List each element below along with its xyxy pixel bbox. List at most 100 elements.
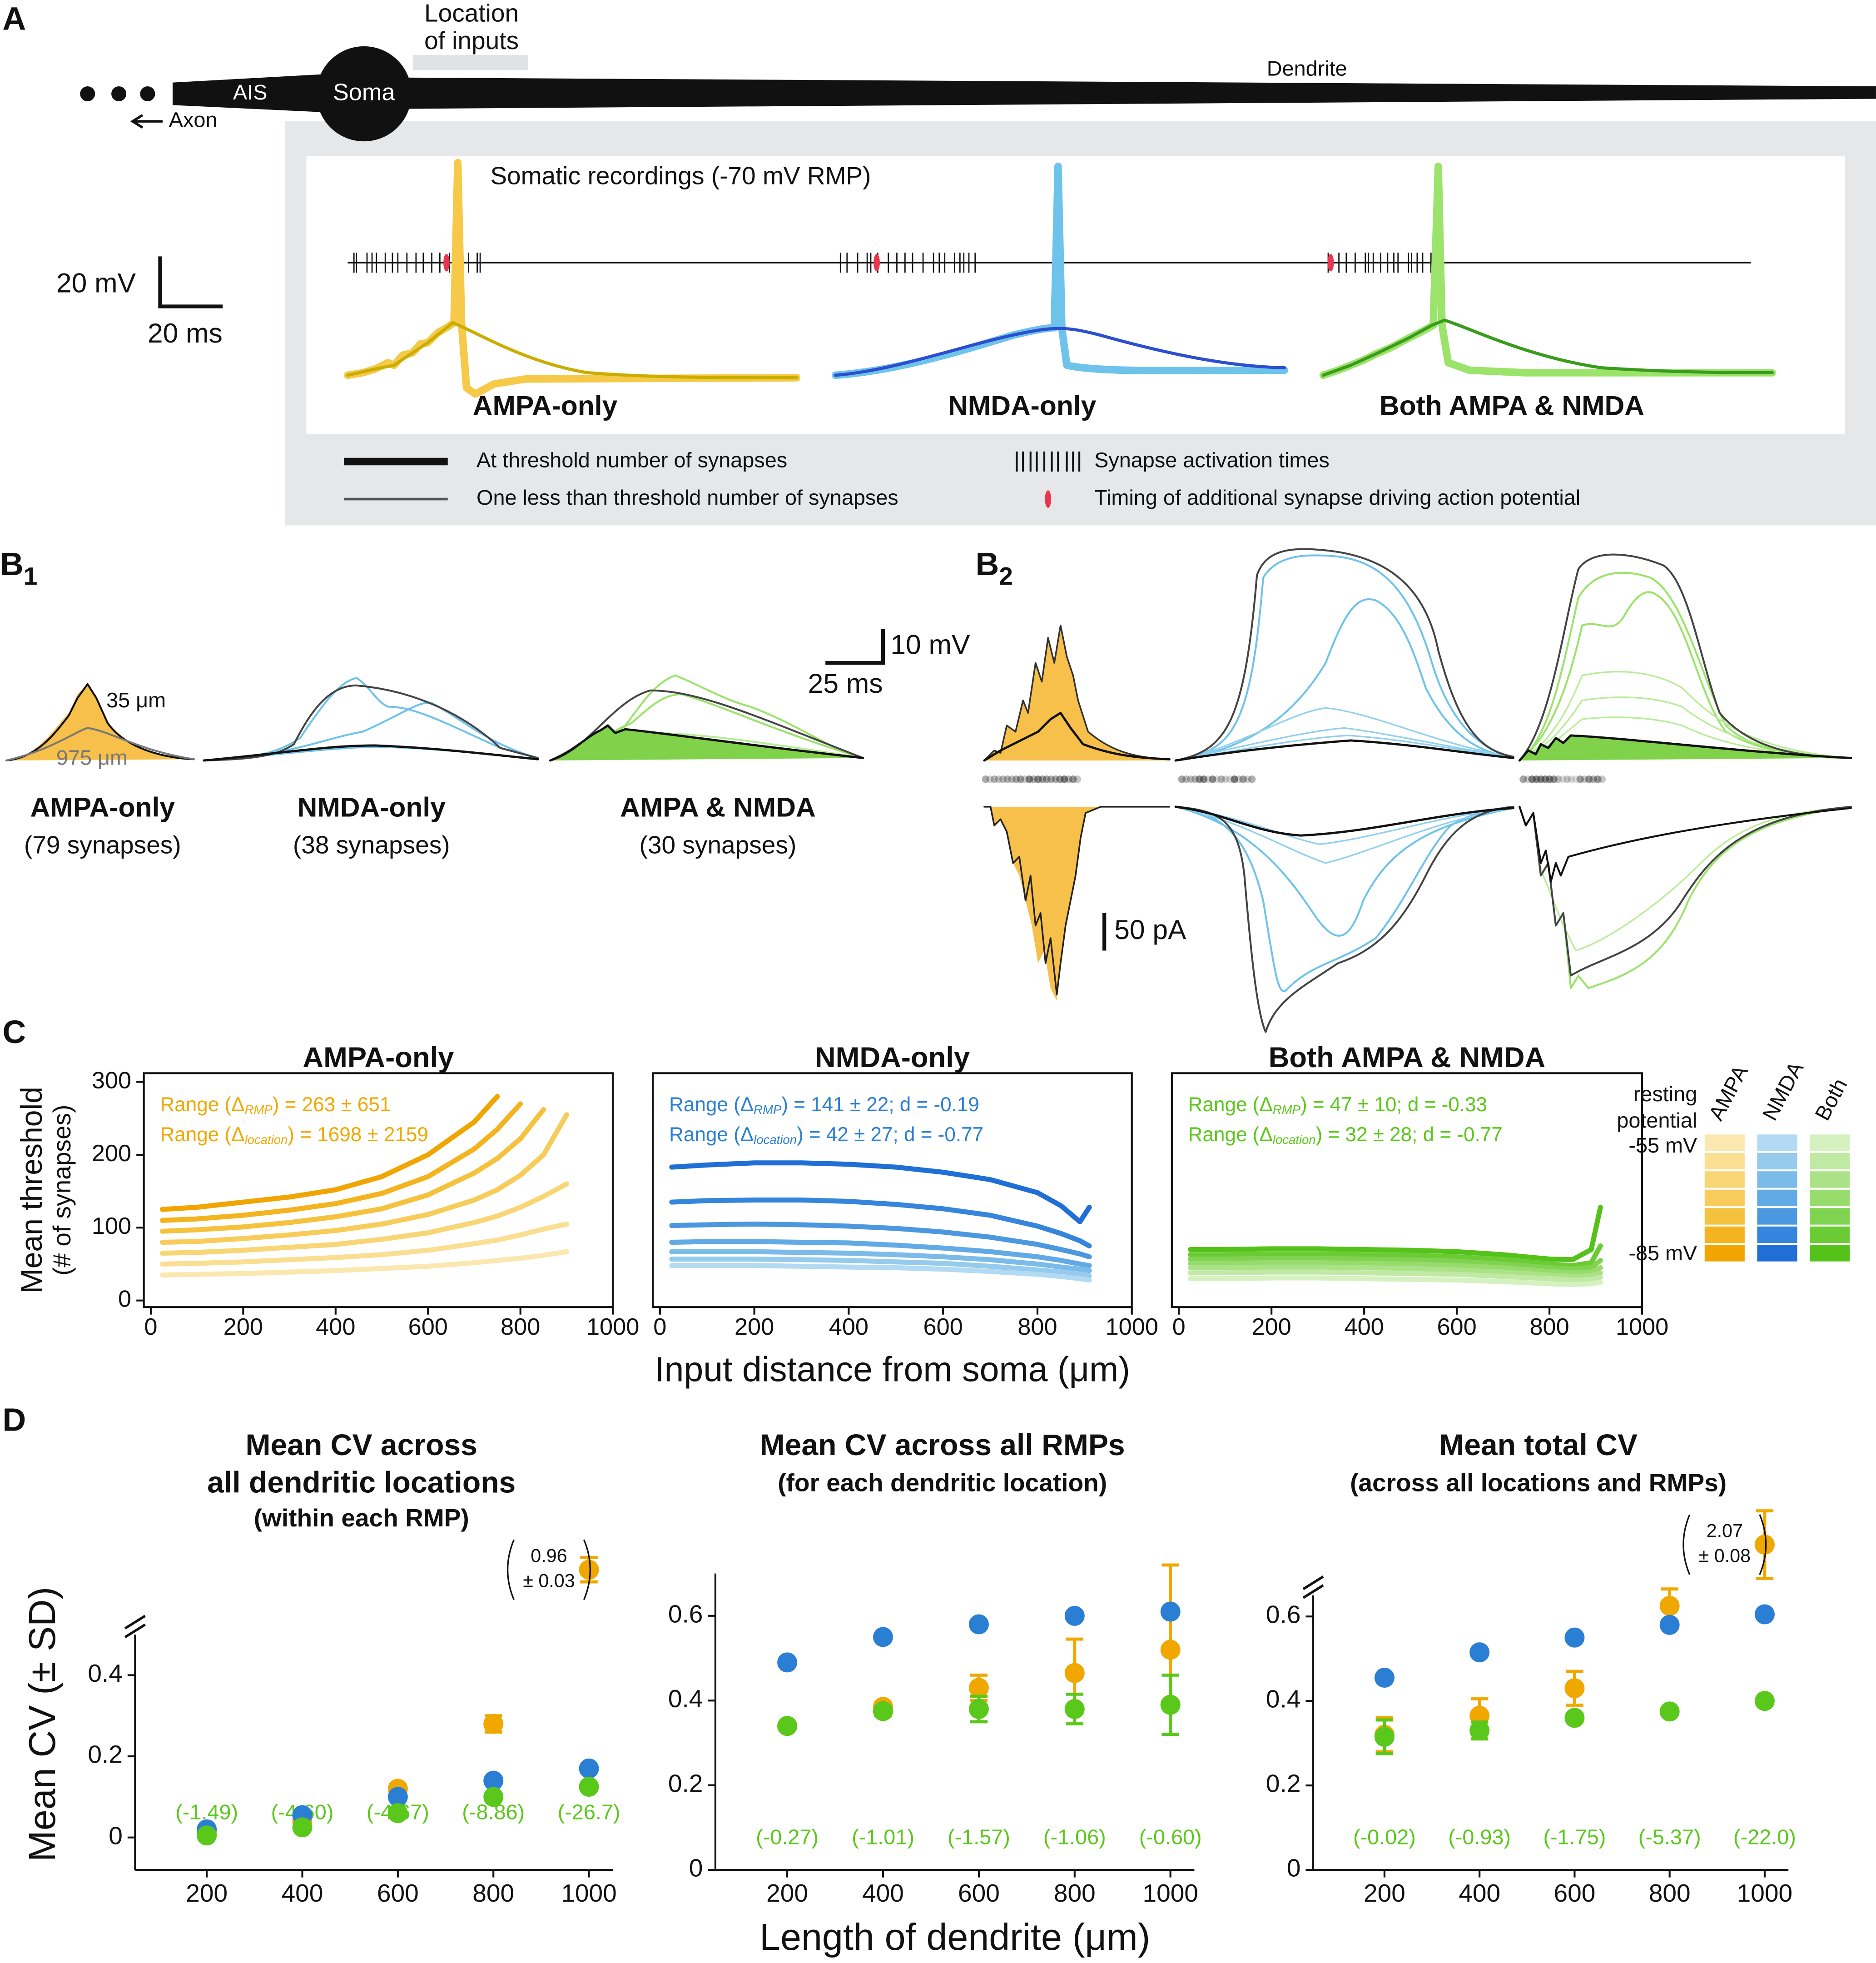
synapse-dot xyxy=(1043,775,1051,783)
input-location xyxy=(412,55,528,70)
trace xyxy=(1518,734,1852,762)
annotation: (-0.93) xyxy=(1448,1825,1511,1849)
annotation-part: location xyxy=(1273,1133,1316,1147)
current xyxy=(1175,806,1514,845)
series-line xyxy=(1188,1264,1603,1279)
synapse-dot xyxy=(1209,775,1216,783)
annotation-part: Range (Δ xyxy=(160,1093,244,1116)
synapse-dot xyxy=(1200,775,1208,783)
current xyxy=(1175,806,1514,864)
series-line xyxy=(669,1249,1092,1273)
annotation: (-1.06) xyxy=(1043,1825,1106,1849)
current xyxy=(1519,805,1852,883)
label: of inputs xyxy=(424,26,519,55)
legend-swatch xyxy=(1704,1153,1745,1170)
x-tick-label: 1000 xyxy=(1106,1314,1158,1340)
y-tick-label: 0.2 xyxy=(1266,1769,1301,1798)
point xyxy=(1659,1615,1680,1635)
trace-fill xyxy=(984,625,1170,760)
current xyxy=(1174,805,1514,837)
x-axis-label: Input distance from soma (μm) xyxy=(655,1350,1130,1389)
legend-swatch xyxy=(1810,1171,1850,1188)
x-tick-label: 1000 xyxy=(561,1879,616,1907)
point xyxy=(1469,1720,1490,1741)
synapse-dot xyxy=(1235,775,1243,783)
synapse-dot xyxy=(1239,775,1247,783)
synapse-dot xyxy=(1585,775,1593,783)
trace xyxy=(983,711,1171,762)
legend-swatch xyxy=(1757,1208,1797,1225)
legend-label: At threshold number of synapses xyxy=(476,448,787,472)
point xyxy=(777,1652,798,1673)
condition-label: Both AMPA & NMDA xyxy=(1380,390,1644,421)
scale-label: 20 ms xyxy=(148,318,223,348)
annotation: (-26.7) xyxy=(558,1800,620,1824)
synapse-dot xyxy=(1554,775,1562,783)
annotation: Range (ΔRMP) = 47 ± 10; d = -0.33 xyxy=(1188,1093,1487,1117)
legend-swatch xyxy=(1810,1189,1850,1207)
point xyxy=(1064,1699,1085,1719)
annotation-part: Range (Δ xyxy=(669,1093,754,1116)
point xyxy=(1160,1695,1181,1715)
point xyxy=(1564,1708,1585,1728)
annotation-part: Range (Δ xyxy=(1188,1123,1273,1146)
label: Location xyxy=(424,0,519,27)
synapse-dot xyxy=(982,775,989,783)
synapse-dot xyxy=(1025,775,1033,783)
y-tick-label: 100 xyxy=(92,1213,131,1239)
scale-label: 10 mV xyxy=(890,629,970,660)
bracket xyxy=(1682,1514,1767,1575)
legend-title: potential xyxy=(1617,1108,1697,1132)
y-tick-label: 0.6 xyxy=(668,1600,703,1628)
x-tick-label: 200 xyxy=(223,1314,263,1340)
trace xyxy=(1519,671,1852,761)
synapse-dot xyxy=(1248,775,1256,783)
point xyxy=(483,1714,504,1734)
chart-title: Both AMPA & NMDA xyxy=(1269,1042,1546,1073)
y-tick-label: 0.2 xyxy=(668,1769,703,1797)
trace xyxy=(834,327,1286,377)
x-tick-label: 400 xyxy=(1345,1314,1384,1340)
y-tick-label: 0 xyxy=(1287,1854,1301,1882)
trace xyxy=(1519,716,1852,761)
label: Soma xyxy=(333,79,396,105)
synapse-dot xyxy=(1069,775,1077,783)
y-tick-label: 0.6 xyxy=(1266,1600,1301,1629)
current xyxy=(1519,805,1852,989)
synapse-dot xyxy=(1038,775,1047,783)
series-line xyxy=(1188,1256,1603,1272)
annotation-part: ) = 141 ± 22; d = -0.19 xyxy=(781,1093,979,1116)
chart-subtitle: (within each RMP) xyxy=(254,1504,469,1532)
synapse-dot xyxy=(1576,775,1584,783)
trace xyxy=(549,724,864,762)
plot-frame xyxy=(143,1072,614,1308)
synapse-dot xyxy=(1213,775,1221,783)
annotation: Range (ΔRMP) = 141 ± 22; d = -0.19 xyxy=(669,1093,979,1117)
synapse-dot xyxy=(1563,775,1571,783)
condition-label: (30 synapses) xyxy=(640,831,797,859)
legend-swatch xyxy=(1704,1189,1745,1207)
recording-title: Somatic recordings (-70 mV RMP) xyxy=(490,162,871,190)
current xyxy=(1175,805,1514,1033)
legend-label: Synapse activation times xyxy=(1094,448,1330,472)
point xyxy=(1564,1678,1585,1699)
x-tick-label: 0 xyxy=(144,1314,157,1340)
scale-bar xyxy=(825,629,885,665)
x-tick-label: 0 xyxy=(1172,1314,1186,1340)
y-tick-label: 300 xyxy=(92,1067,131,1093)
annotation-part: RMP xyxy=(1273,1103,1301,1117)
label: Axon xyxy=(169,108,218,131)
annotation-part: Range (Δ xyxy=(160,1123,244,1146)
annotation-part: RMP xyxy=(245,1103,273,1117)
annotation-part: Range (Δ xyxy=(669,1123,754,1146)
synapse-dot xyxy=(1052,775,1060,783)
x-tick-label: 1000 xyxy=(1737,1879,1792,1907)
series-line xyxy=(669,1160,1092,1224)
x-tick-label: 400 xyxy=(282,1879,323,1907)
chart-subtitle: (for each dendritic location) xyxy=(778,1469,1107,1497)
x-tick-label: 400 xyxy=(316,1314,355,1340)
x-tick-label: 200 xyxy=(1364,1879,1405,1907)
condition-label: AMPA-only xyxy=(30,791,175,822)
raster xyxy=(353,253,1432,273)
point xyxy=(873,1627,893,1647)
